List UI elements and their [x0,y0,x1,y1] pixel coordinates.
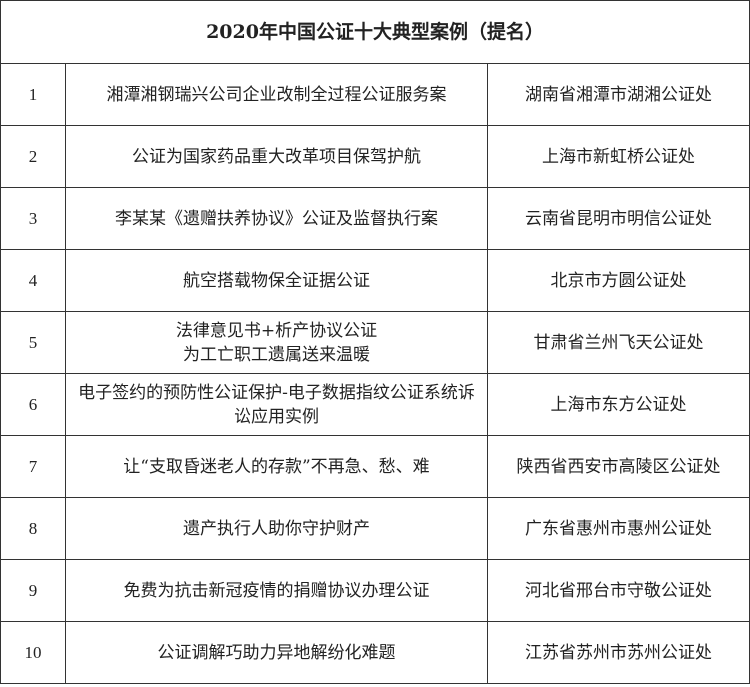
case-number: 1 [0,63,66,126]
case-number: 8 [0,497,66,560]
case-name: 遗产执行人助你守护财产 [65,497,488,560]
case-number: 4 [0,249,66,312]
case-name: 公证调解巧助力异地解纷化难题 [65,621,488,684]
case-name: 电子签约的预防性公证保护-电子数据指纹公证系统诉讼应用实例 [65,373,488,436]
case-number: 6 [0,373,66,436]
table-row: 2 公证为国家药品重大改革项目保驾护航 上海市新虹桥公证处 [0,125,750,188]
table-row: 6 电子签约的预防性公证保护-电子数据指纹公证系统诉讼应用实例 上海市东方公证处 [0,373,750,436]
table-row: 3 李某某《遗赠扶养协议》公证及监督执行案 云南省昆明市明信公证处 [0,187,750,250]
case-number: 5 [0,311,66,374]
table-row: 4 航空搭载物保全证据公证 北京市方圆公证处 [0,249,750,312]
table-row: 10 公证调解巧助力异地解纷化难题 江苏省苏州市苏州公证处 [0,621,750,684]
case-number: 7 [0,435,66,498]
notary-office: 河北省邢台市守敬公证处 [486,559,750,622]
notary-office: 云南省昆明市明信公证处 [486,187,750,250]
table-row: 5 法律意见书+析产协议公证 为工亡职工遗属送来温暖 甘肃省兰州飞天公证处 [0,311,750,374]
title-row: 2020年中国公证十大典型案例（提名） [0,0,750,64]
case-number: 2 [0,125,66,188]
notary-office: 上海市新虹桥公证处 [486,125,750,188]
notary-office: 陕西省西安市高陵区公证处 [486,435,750,498]
case-name: 公证为国家药品重大改革项目保驾护航 [65,125,488,188]
notary-office: 广东省惠州市惠州公证处 [486,497,750,560]
notary-office: 甘肃省兰州飞天公证处 [486,311,750,374]
case-name: 湘潭湘钢瑞兴公司企业改制全过程公证服务案 [65,63,488,126]
notary-office: 江苏省苏州市苏州公证处 [486,621,750,684]
table-row: 9 免费为抗击新冠疫情的捐赠协议办理公证 河北省邢台市守敬公证处 [0,559,750,622]
case-name: 让“支取昏迷老人的存款”不再急、愁、难 [65,435,488,498]
case-number: 3 [0,187,66,250]
table-row: 7 让“支取昏迷老人的存款”不再急、愁、难 陕西省西安市高陵区公证处 [0,435,750,498]
case-name: 免费为抗击新冠疫情的捐赠协议办理公证 [65,559,488,622]
case-name: 航空搭载物保全证据公证 [65,249,488,312]
table-row: 8 遗产执行人助你守护财产 广东省惠州市惠州公证处 [0,497,750,560]
notary-office: 湖南省湘潭市湖湘公证处 [486,63,750,126]
table-title: 2020年中国公证十大典型案例（提名） [0,0,750,64]
notary-office: 上海市东方公证处 [486,373,750,436]
case-name: 李某某《遗赠扶养协议》公证及监督执行案 [65,187,488,250]
table-row: 1 湘潭湘钢瑞兴公司企业改制全过程公证服务案 湖南省湘潭市湖湘公证处 [0,63,750,126]
case-name: 法律意见书+析产协议公证 为工亡职工遗属送来温暖 [65,311,488,374]
case-number: 9 [0,559,66,622]
notary-office: 北京市方圆公证处 [486,249,750,312]
case-number: 10 [0,621,66,684]
